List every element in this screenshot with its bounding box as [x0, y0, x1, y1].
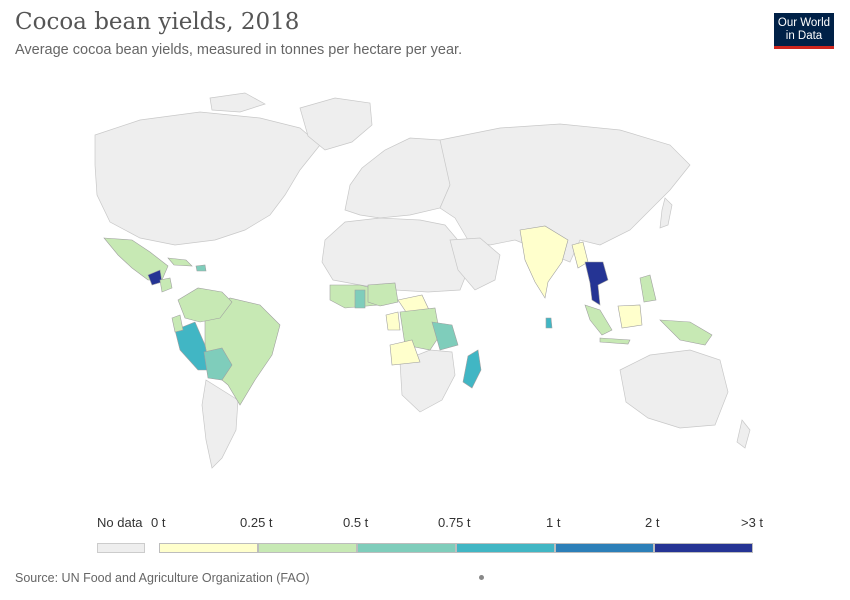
legend-bin-4[interactable] — [555, 543, 654, 553]
map-tanzania[interactable] — [431, 321, 459, 351]
legend-no-data-label: No data — [97, 515, 143, 530]
legend-tick-6: >3 t — [741, 515, 764, 530]
chart-title: Cocoa bean yields, 2018 — [15, 9, 300, 35]
map-north-america[interactable] — [94, 111, 321, 246]
logo-line-2: in Data — [785, 30, 823, 42]
map-japan[interactable] — [659, 197, 673, 229]
map-sri-lanka[interactable] — [545, 317, 553, 329]
legend-tick-3: 0.75 t — [438, 515, 471, 530]
map-new-zealand[interactable] — [736, 419, 751, 449]
map-gabon[interactable] — [385, 311, 401, 331]
legend-tick-4: 1 t — [546, 515, 561, 530]
map-europe[interactable] — [344, 137, 456, 219]
legend-bin-0[interactable] — [159, 543, 258, 553]
map-dominican-republic[interactable] — [195, 264, 207, 272]
legend-bin-1[interactable] — [258, 543, 357, 553]
map-thailand[interactable] — [584, 261, 609, 306]
world-map[interactable] — [0, 0, 850, 500]
chart-subtitle: Average cocoa bean yields, measured in t… — [15, 42, 463, 58]
source-note[interactable]: Source: UN Food and Agriculture Organiza… — [15, 571, 310, 585]
map-north-africa[interactable] — [321, 217, 469, 293]
map-congo-drc[interactable] — [399, 307, 441, 351]
map-south-america-south[interactable] — [201, 379, 239, 469]
map-australia[interactable] — [619, 349, 729, 429]
map-cuba[interactable] — [167, 257, 193, 267]
legend-tick-2: 0.5 t — [343, 515, 369, 530]
map-greenland[interactable] — [299, 97, 373, 151]
map-arabia[interactable] — [449, 237, 501, 291]
map-honduras[interactable] — [159, 277, 173, 293]
map-java[interactable] — [599, 337, 631, 345]
owid-logo[interactable]: Our World in Data — [774, 13, 834, 49]
map-india[interactable] — [519, 225, 569, 299]
timeline-dot[interactable] — [479, 575, 484, 580]
legend-no-data-swatch[interactable] — [97, 543, 145, 553]
map-bolivia[interactable] — [203, 347, 233, 381]
map-philippines[interactable] — [639, 274, 657, 303]
legend-tick-0: 0 t — [151, 515, 166, 530]
legend-tick-1: 0.25 t — [240, 515, 273, 530]
map-sumatra-malaysia[interactable] — [584, 304, 613, 336]
legend-tick-5: 2 t — [645, 515, 660, 530]
map-indonesia-east[interactable] — [659, 319, 713, 346]
legend-bin-2[interactable] — [357, 543, 456, 553]
logo-line-1: Our World — [777, 17, 831, 29]
map-angola[interactable] — [389, 339, 421, 366]
map-asia[interactable] — [439, 123, 691, 263]
map-arctic-islands[interactable] — [209, 92, 266, 113]
map-borneo[interactable] — [617, 304, 643, 329]
map-colombia-venezuela[interactable] — [177, 287, 233, 323]
map-nigeria[interactable] — [367, 282, 399, 307]
map-madagascar[interactable] — [462, 349, 482, 389]
map-southern-africa[interactable] — [399, 349, 456, 413]
legend-bin-3[interactable] — [456, 543, 555, 553]
legend-bin-5[interactable] — [654, 543, 753, 553]
map-ecuador[interactable] — [171, 314, 184, 333]
map-ghana[interactable] — [354, 289, 366, 309]
